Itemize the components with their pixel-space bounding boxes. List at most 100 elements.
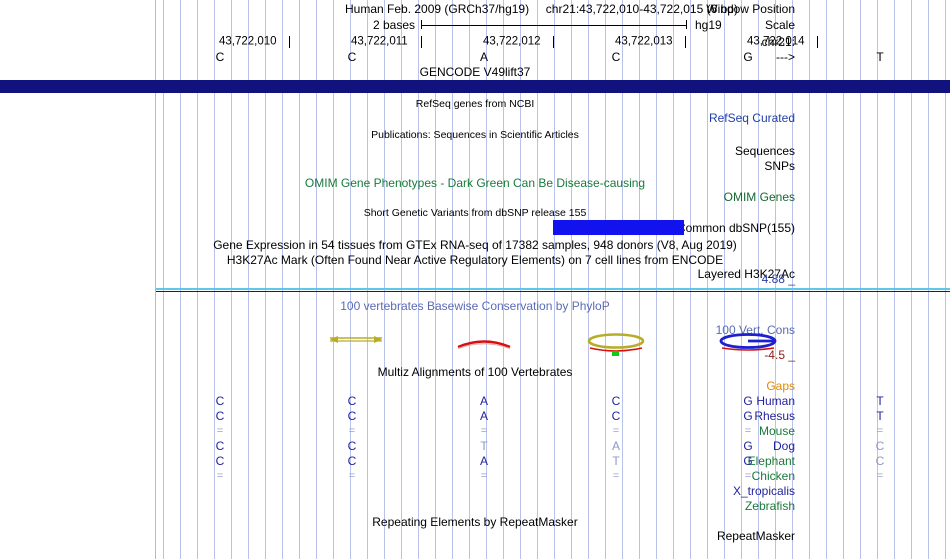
alignment-base: = <box>480 425 488 437</box>
species-name: Zebrafish <box>744 499 795 513</box>
alignment-base: C <box>347 394 357 408</box>
alignment-base: A <box>611 439 621 453</box>
grid-lines <box>156 0 950 559</box>
row-label-100-vert-cons: 100 Vert. Cons <box>715 323 795 337</box>
alignment-base: C <box>347 439 357 453</box>
alignment-base: A <box>479 454 489 468</box>
alignment-base: T <box>612 454 620 468</box>
alignment-base: T <box>876 409 884 423</box>
ruler-coordinate-label: 43,722,012 <box>483 35 541 48</box>
species-name: Dog <box>772 439 795 453</box>
row-label-layered-h3k27ac: Layered H3K27Ac <box>697 267 795 281</box>
ruler-coordinate-label: 43,722,013 <box>615 35 673 48</box>
alignment-base: C <box>215 439 225 453</box>
ruler-coordinate-label: 43,722,014 <box>747 35 805 48</box>
row-label-scale: Scale <box>764 18 795 32</box>
conservation-top-line <box>156 288 950 290</box>
conservation-glyphs-svg <box>330 333 777 356</box>
species-name: X_tropicalis <box>732 484 795 498</box>
alignment-base: C <box>215 454 225 468</box>
gene-bar-abcg1[interactable] <box>0 80 950 93</box>
alignment-base: G <box>743 409 753 423</box>
alignment-base: C <box>347 409 357 423</box>
alignment-base: C <box>611 409 621 423</box>
track-title-dbsnp[interactable]: Short Genetic Variants from dbSNP releas… <box>363 207 587 219</box>
alignment-base: G <box>743 394 753 408</box>
alignment-base: G <box>743 439 753 453</box>
reference-base: A <box>479 50 489 64</box>
species-label-dog[interactable]: Dog <box>773 440 795 452</box>
alignment-base: T <box>876 394 884 408</box>
conservation-plot <box>156 320 950 365</box>
dbsnp-variant-box[interactable] <box>553 220 684 235</box>
row-label-omim-genes: OMIM Genes <box>723 190 795 204</box>
assembly-and-position: Human Feb. 2009 (GRCh37/hg19) chr21:43,7… <box>345 3 738 15</box>
track-title-repeatmasker[interactable]: Repeating Elements by RepeatMasker <box>372 515 578 529</box>
conservation-glyph-oval-green <box>587 333 645 356</box>
alignment-base: = <box>876 470 884 482</box>
species-label-x_tropicalis[interactable]: X_tropicalis <box>733 485 795 497</box>
alignment-base: G <box>743 454 753 468</box>
conservation-min-value: -4.5 _ <box>764 348 795 362</box>
row-label-common-dbsnp: Common dbSNP(155) <box>676 221 795 235</box>
alignment-base: = <box>480 470 488 482</box>
ruler-coordinate-label: 43,722,011 <box>351 35 408 48</box>
alignment-base: A <box>479 409 489 423</box>
ruler-tick-mark <box>289 36 290 48</box>
alignment-base: = <box>612 470 620 482</box>
alignment-base: C <box>215 394 225 408</box>
track-title-refseq[interactable]: RefSeq genes from NCBI <box>415 98 535 110</box>
reference-base: C <box>611 50 621 64</box>
scale-bar-cap-right <box>686 20 687 29</box>
alignment-base: = <box>744 425 752 437</box>
species-name: Human <box>756 394 795 408</box>
species-label-rhesus[interactable]: Rhesus <box>754 410 795 422</box>
ruler-coordinate-label: 43,722,010 <box>219 35 277 48</box>
alignment-base: = <box>348 425 356 437</box>
alignment-base: C <box>611 394 621 408</box>
track-title-publications[interactable]: Publications: Sequences in Scientific Ar… <box>371 129 579 141</box>
row-label-strand: ---> <box>776 50 795 64</box>
species-name: Mouse <box>758 424 795 438</box>
reference-base: T <box>876 50 884 64</box>
conservation-max-value: 4.88 _ <box>761 272 795 286</box>
row-label-window-position: Window Position <box>706 2 795 16</box>
track-title-gtex[interactable]: Gene Expression in 54 tissues from GTEx … <box>213 238 737 252</box>
row-label-gaps: Gaps <box>766 379 795 393</box>
conservation-glyph-arch <box>457 340 511 349</box>
alignment-base: = <box>216 470 224 482</box>
species-label-zebrafish[interactable]: Zebrafish <box>745 500 795 512</box>
species-label-elephant[interactable]: Elephant <box>748 455 795 467</box>
track-title-gencode[interactable]: GENCODE V49lift37 <box>419 65 531 79</box>
label-track-divider <box>155 0 156 559</box>
species-label-chicken[interactable]: Chicken <box>752 470 795 482</box>
alignment-base: C <box>215 409 225 423</box>
species-name: Elephant <box>747 454 795 468</box>
row-label-snps: SNPs <box>764 159 795 173</box>
alignment-base: C <box>347 454 357 468</box>
ruler-tick-mark <box>817 36 818 48</box>
track-title-h3k27ac[interactable]: H3K27Ac Mark (Often Found Near Active Re… <box>226 253 724 267</box>
assembly-title: Human Feb. 2009 (GRCh37/hg19) <box>345 2 530 16</box>
reference-base: C <box>215 50 225 64</box>
scale-label: 2 bases <box>373 18 416 32</box>
track-title-multiz[interactable]: Multiz Alignments of 100 Vertebrates <box>377 365 573 379</box>
alignment-base: = <box>216 425 224 437</box>
ruler-tick-mark <box>421 36 422 48</box>
reference-base: G <box>743 50 753 64</box>
alignment-base: = <box>876 425 884 437</box>
alignment-base: C <box>875 454 885 468</box>
species-name: Rhesus <box>754 409 795 423</box>
alignment-base: A <box>479 394 489 408</box>
position-text[interactable]: chr21:43,722,010-43,722,015 (6 bp) <box>545 2 738 16</box>
db-label: hg19 <box>695 18 722 32</box>
track-canvas[interactable] <box>156 0 950 559</box>
alignment-base: C <box>875 439 885 453</box>
scale-bar-cap-left <box>421 20 422 29</box>
alignment-base: = <box>348 470 356 482</box>
species-label-human[interactable]: Human <box>756 395 795 407</box>
ruler-tick-mark <box>553 36 554 48</box>
species-label-mouse[interactable]: Mouse <box>759 425 795 437</box>
alignment-base: = <box>612 425 620 437</box>
